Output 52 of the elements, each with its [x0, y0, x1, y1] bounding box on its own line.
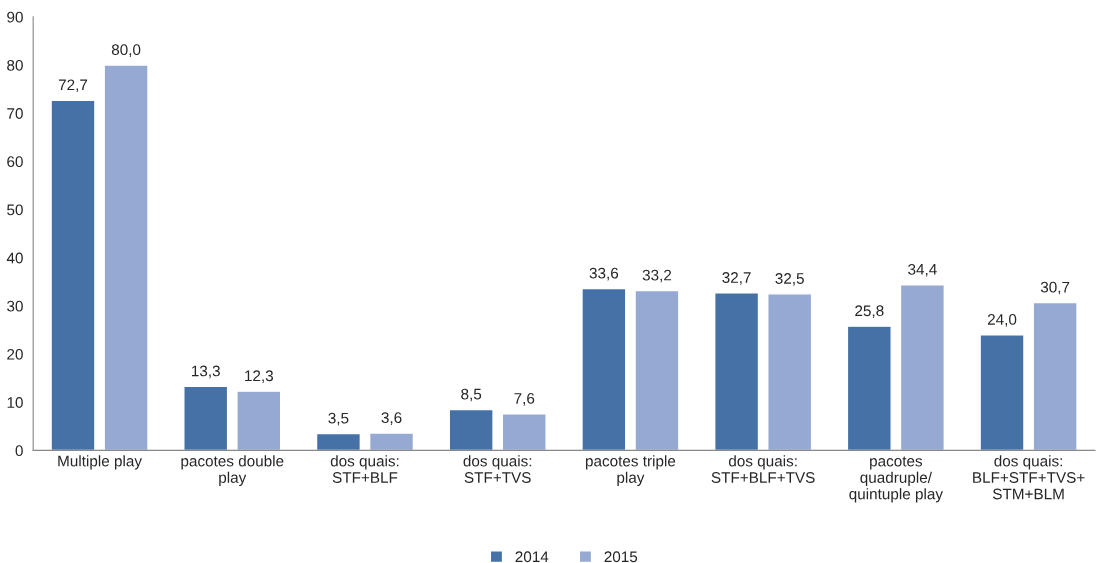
x-tick-label: dos quais: BLF+STF+TVS+ STM+BLM — [973, 455, 1085, 500]
legend-label: 2014 — [515, 551, 549, 563]
data-label: 3,5 — [328, 412, 349, 426]
bar — [767, 293, 813, 451]
data-label: 7,6 — [514, 393, 535, 406]
bar — [899, 284, 945, 451]
y-tick-label: 50 — [7, 204, 23, 216]
y-tick-label: 60 — [7, 156, 23, 168]
x-tick-label: dos quais: STF+BLF — [330, 455, 399, 483]
y-tick-label: 40 — [6, 252, 23, 264]
data-label: 72,7 — [58, 79, 88, 93]
x-tick-label: dos quais: STF+BLF+TVS — [711, 455, 815, 483]
bar — [634, 289, 680, 451]
y-tick-label: 90 — [7, 11, 23, 23]
bar — [368, 432, 415, 451]
y-tick-label: 80 — [7, 59, 23, 71]
y-tick-label: 10 — [7, 397, 23, 408]
data-label: 32,5 — [775, 273, 804, 286]
y-tick-label: 20 — [7, 348, 23, 360]
bar — [315, 432, 362, 451]
bar — [183, 385, 229, 451]
bar — [50, 99, 96, 451]
y-tick-label: 70 — [7, 108, 23, 119]
data-label: 3,6 — [381, 412, 402, 425]
data-label: 34,4 — [908, 263, 937, 277]
x-tick-label: pacotes triple play — [585, 455, 676, 486]
legend-label: 2015 — [604, 551, 638, 563]
bar — [448, 408, 494, 451]
bar — [236, 390, 282, 451]
data-label: 30,7 — [1040, 281, 1070, 295]
data-label: 33,6 — [589, 267, 619, 281]
x-tick-label: pacotes double play — [181, 455, 284, 486]
data-label: 24,0 — [987, 314, 1017, 327]
bar — [979, 334, 1025, 451]
data-label: 25,8 — [855, 305, 884, 318]
bar — [103, 64, 149, 451]
data-label: 33,2 — [642, 269, 672, 283]
x-tick-label: dos quais: STF+TVS — [463, 455, 532, 483]
bar — [1032, 301, 1078, 451]
data-label: 32,7 — [722, 272, 751, 285]
data-label: 80,0 — [111, 44, 141, 57]
y-tick-label: 30 — [7, 300, 23, 312]
y-tick-label: 0 — [15, 445, 23, 457]
x-tick-label: pacotes quadruple/ quintuple play — [849, 456, 943, 503]
bar — [846, 325, 892, 451]
x-tick-label: Multiple play — [58, 455, 142, 470]
bar — [501, 413, 547, 451]
bar — [581, 287, 627, 451]
data-label: 13,3 — [192, 365, 220, 379]
data-label: 12,3 — [245, 370, 273, 383]
bar — [714, 292, 760, 451]
data-label: 8,5 — [461, 388, 482, 402]
